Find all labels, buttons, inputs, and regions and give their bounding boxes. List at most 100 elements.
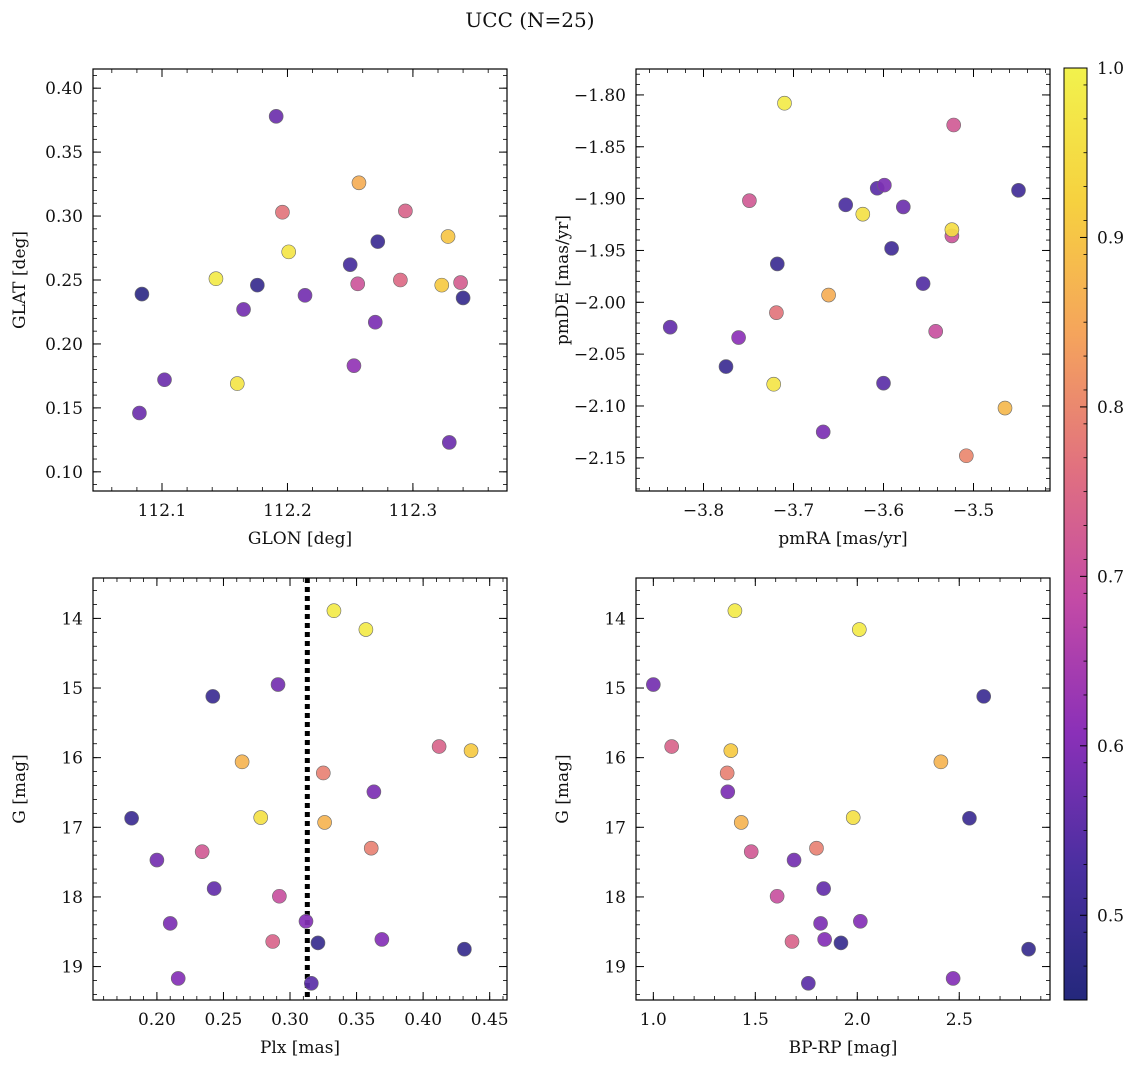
- data-point: [374, 932, 390, 947]
- data-point: [731, 330, 746, 345]
- data-point: [720, 784, 736, 800]
- colorbar-tick-label: 0.7: [1097, 567, 1124, 587]
- data-point: [272, 888, 287, 904]
- data-point: [208, 271, 224, 287]
- data-point: [326, 603, 342, 619]
- figure-title: UCC (N=25): [465, 8, 594, 32]
- x-tick-label: 0.25: [205, 1010, 243, 1030]
- data-point: [813, 916, 828, 931]
- data-point: [845, 810, 861, 825]
- data-point: [933, 754, 949, 770]
- y-tick-label: −1.95: [574, 241, 626, 261]
- y-axis-label: GLAT [deg]: [10, 231, 30, 329]
- y-tick-label: 17: [604, 818, 626, 838]
- data-point: [342, 257, 358, 272]
- y-tick-label: 0.35: [45, 143, 83, 163]
- data-point: [777, 95, 792, 111]
- data-point: [786, 852, 802, 868]
- x-tick-label: 2.5: [946, 1010, 973, 1030]
- colorbar-gradient: [1063, 67, 1088, 1001]
- y-tick-label: 19: [61, 958, 83, 978]
- panel-2-frame: [635, 68, 1051, 492]
- y-tick-label: 14: [604, 609, 626, 629]
- x-tick-label: −3.6: [863, 501, 904, 521]
- data-point: [268, 109, 284, 124]
- x-tick-label: 1.5: [742, 1010, 769, 1030]
- data-point: [350, 276, 366, 292]
- data-point: [801, 975, 816, 991]
- data-point: [170, 971, 186, 986]
- data-point: [297, 288, 313, 303]
- data-point: [134, 286, 150, 302]
- data-point: [229, 376, 245, 391]
- data-point: [265, 934, 281, 949]
- y-tick-label: 0.40: [45, 79, 83, 99]
- data-point: [351, 175, 367, 191]
- panel-1: 112.1 112.2 112.3 0.10 0.15 0.20 0.25 0.30 0.35 0…: [10, 68, 508, 549]
- colorbar-tick-label: 0.5: [1097, 906, 1124, 926]
- data-point: [236, 302, 251, 317]
- y-tick-label: 15: [604, 679, 626, 699]
- y-axis-label: G [mag]: [553, 754, 573, 823]
- x-tick-label: 1.0: [640, 1010, 667, 1030]
- data-point: [440, 229, 456, 244]
- data-point: [453, 275, 468, 290]
- data-point: [132, 405, 147, 421]
- x-tick-label: 0.45: [471, 1010, 509, 1030]
- data-point: [310, 935, 326, 951]
- colorbar-tick-label: 0.9: [1097, 228, 1124, 248]
- colorbar-tick-label: 0.8: [1097, 398, 1124, 418]
- data-point: [463, 743, 479, 758]
- data-point: [733, 815, 749, 830]
- data-point: [958, 448, 974, 464]
- data-point: [876, 375, 891, 391]
- data-point: [304, 975, 319, 991]
- data-point: [784, 934, 800, 949]
- x-axis-label: GLON [deg]: [248, 529, 352, 549]
- data-point: [346, 358, 362, 373]
- data-point: [962, 810, 977, 826]
- y-tick-label: −2.10: [574, 397, 626, 417]
- y-tick-label: −2.15: [574, 449, 626, 469]
- x-tick-label: 0.20: [138, 1010, 176, 1030]
- data-point: [723, 743, 739, 758]
- data-point: [945, 971, 961, 986]
- x-tick-label: 112.2: [263, 501, 312, 521]
- y-axis-label: G [mag]: [10, 754, 30, 823]
- x-tick-label: 0.35: [338, 1010, 376, 1030]
- data-point: [766, 376, 782, 392]
- y-tick-label: 0.15: [45, 399, 83, 419]
- data-point: [664, 739, 679, 754]
- data-point: [852, 622, 867, 637]
- data-point: [662, 319, 678, 335]
- data-point: [646, 677, 661, 692]
- data-point: [821, 287, 836, 303]
- data-point: [997, 400, 1013, 416]
- data-point: [718, 359, 734, 374]
- data-point: [275, 204, 290, 220]
- panel-3: 0.20 0.25 0.30 0.35 0.40 0.45 14 15 16 17 18 19 Plx …: [10, 577, 509, 1058]
- x-tick-label: 0.30: [271, 1010, 309, 1030]
- data-point: [317, 815, 332, 830]
- data-point: [816, 881, 831, 896]
- data-point: [895, 199, 911, 215]
- data-point: [915, 276, 931, 291]
- panel-4: 1.0 1.5 2.0 2.5 14 15 16 17 18 19 BP-RP [mag] G [ma…: [553, 577, 1051, 1058]
- data-point: [370, 234, 386, 249]
- data-point: [431, 739, 447, 754]
- data-point: [877, 177, 892, 193]
- data-point: [853, 914, 868, 929]
- x-axis-label: pmRA [mas/yr]: [778, 529, 907, 549]
- data-point: [363, 840, 379, 856]
- y-tick-label: −1.90: [574, 190, 626, 210]
- data-point: [205, 689, 221, 704]
- data-point: [234, 754, 250, 770]
- y-tick-label: 17: [61, 818, 83, 838]
- data-point: [855, 206, 871, 222]
- x-tick-label: 112.3: [389, 501, 438, 521]
- x-axis-label: Plx [mas]: [260, 1038, 340, 1058]
- data-point: [434, 277, 450, 293]
- y-tick-label: 14: [61, 609, 83, 629]
- data-point: [769, 256, 785, 272]
- data-point: [194, 844, 210, 859]
